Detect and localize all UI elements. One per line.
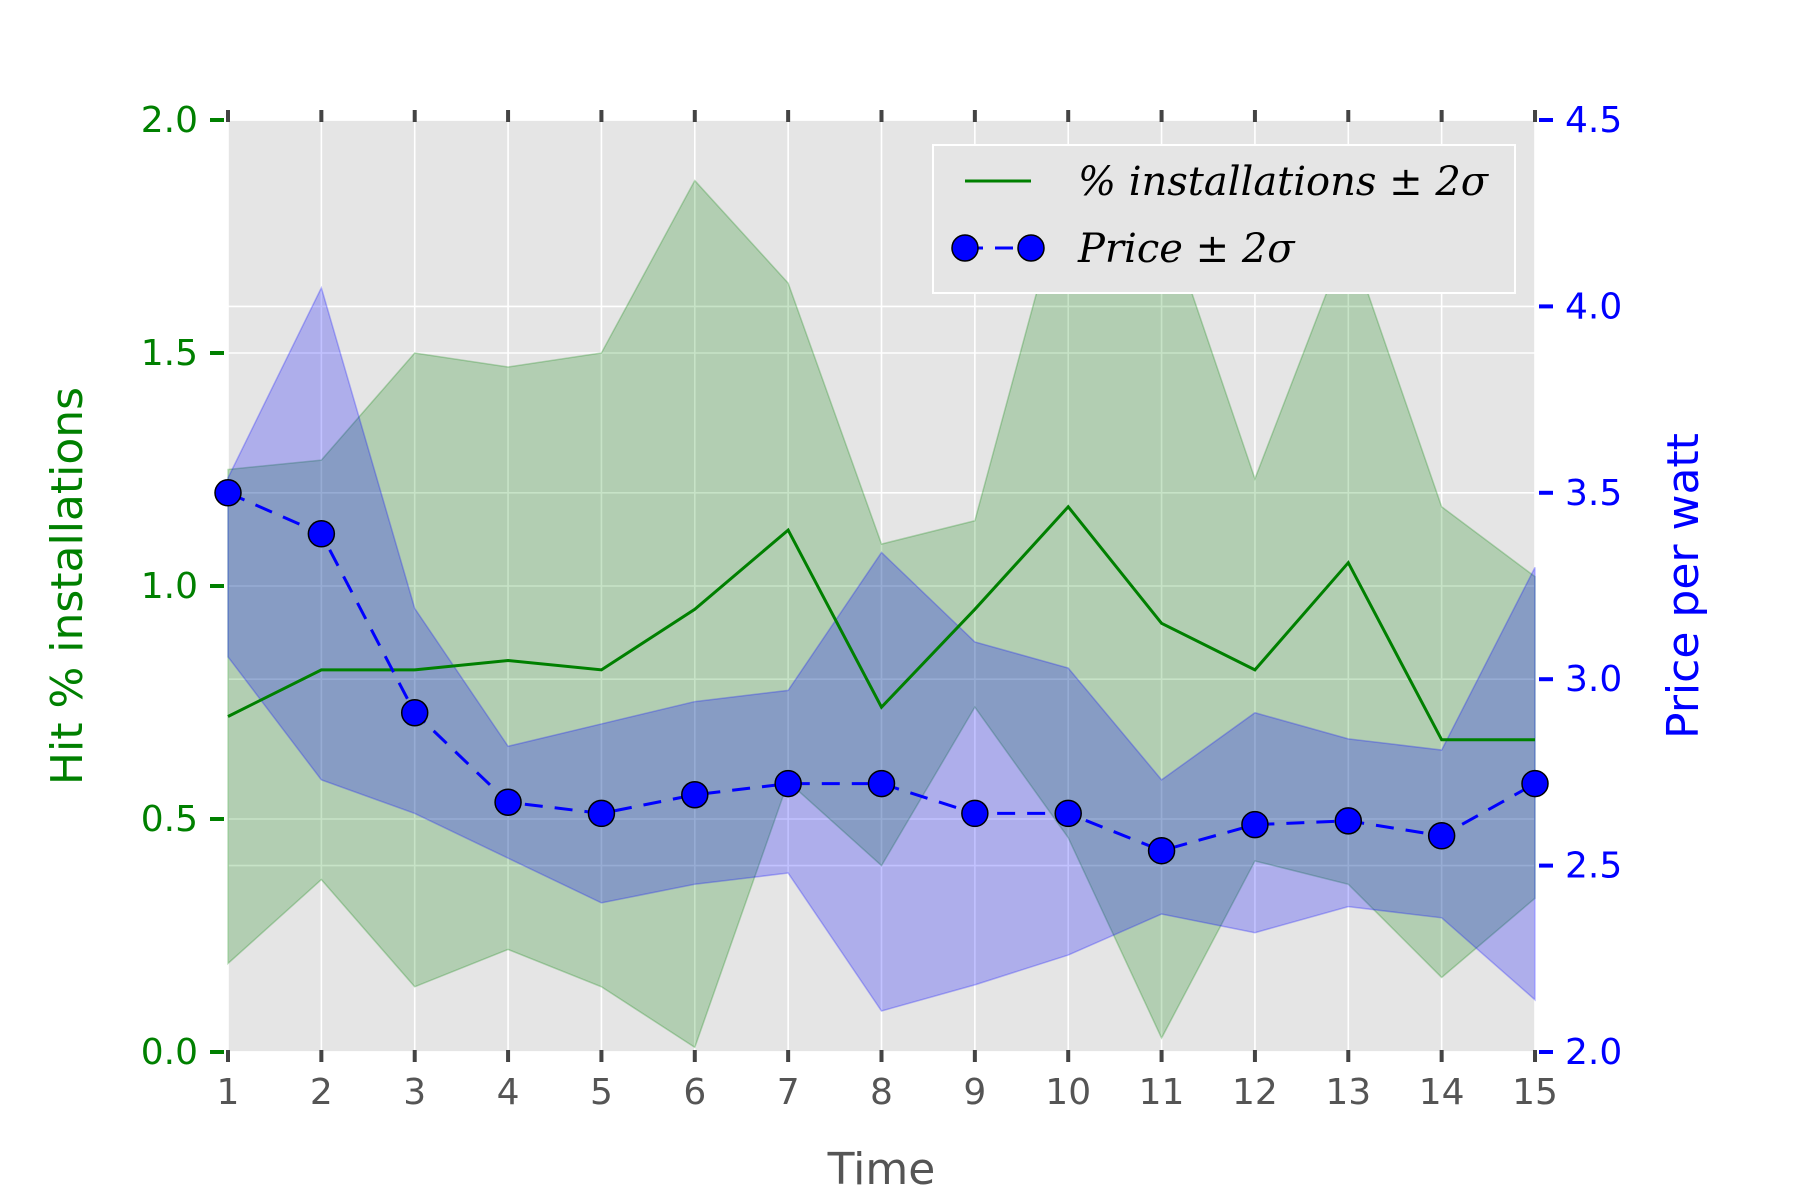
x-tick-label: 14 [1419, 1072, 1465, 1113]
price-marker [214, 479, 242, 507]
x-tick-label: 13 [1325, 1072, 1371, 1113]
axis-tick-labels: 1 2 3 4 5 6 7 8 9 10 11 12 13 14 150.00.51.01.52.02.02… [141, 100, 1623, 1113]
x-tick-label: 6 [683, 1072, 706, 1113]
legend-box [932, 144, 1516, 294]
right-y-tick-label: 3.0 [1565, 659, 1622, 700]
confidence-bands [227, 174, 1536, 1049]
price-marker [400, 699, 429, 727]
price-marker [867, 769, 896, 798]
left-y-tick-label: 0.5 [141, 799, 198, 840]
right-y-tick-label: 4.5 [1565, 100, 1622, 141]
right-y-tick-label: 2.5 [1565, 846, 1622, 887]
price-marker [961, 799, 989, 828]
price-marker [1521, 769, 1549, 798]
price-marker [1427, 822, 1456, 850]
price-marker [1334, 807, 1363, 835]
left-y-tick-label: 2.0 [141, 100, 198, 141]
left-y-axis-label: Hit % installations [42, 387, 93, 785]
legend: % installations ± 2σ Price ± 2σ [932, 144, 1516, 294]
left-y-tick-label: 1.0 [141, 566, 198, 607]
price-marker [494, 788, 522, 816]
price-marker [1054, 799, 1082, 828]
right-y-tick-label: 2.0 [1565, 1032, 1622, 1073]
price-marker [307, 520, 336, 548]
x-tick-label: 2 [310, 1072, 333, 1113]
x-tick-label: 12 [1232, 1072, 1278, 1113]
line-price [227, 491, 1536, 853]
price-marker [681, 781, 709, 809]
x-tick-label: 15 [1512, 1072, 1558, 1113]
x-tick-label: 1 [217, 1072, 240, 1113]
x-tick-label: 4 [497, 1072, 520, 1113]
legend-entry-installations: % installations ± 2σ [1078, 159, 1490, 205]
axis-ticks [210, 110, 1553, 1062]
left-y-tick-label: 0.0 [141, 1032, 198, 1073]
series-markers [214, 479, 1549, 865]
x-tick-label: 9 [963, 1072, 986, 1113]
x-tick-label: 3 [403, 1072, 426, 1113]
band-price [227, 285, 1536, 1012]
right-y-tick-label: 3.5 [1565, 473, 1622, 514]
x-tick-label: 10 [1045, 1072, 1091, 1113]
legend-entry-price: Price ± 2σ [1077, 226, 1296, 272]
right-y-axis-label: Price per watt [1658, 433, 1709, 739]
legend-marker-price [951, 234, 979, 262]
price-marker [1147, 836, 1176, 865]
series-lines [227, 491, 1536, 853]
price-marker [587, 799, 616, 828]
x-tick-label: 7 [777, 1072, 800, 1113]
left-y-tick-label: 1.5 [141, 333, 198, 374]
x-axis-label: Time [827, 1144, 936, 1195]
price-marker [1241, 810, 1269, 839]
x-tick-label: 8 [870, 1072, 893, 1113]
line-installations [227, 504, 1535, 742]
legend-marker-price [1017, 234, 1045, 262]
band-installations [227, 174, 1536, 1049]
x-tick-label: 11 [1139, 1072, 1185, 1113]
price-marker [774, 769, 802, 798]
right-y-tick-label: 4.0 [1565, 286, 1622, 327]
x-tick-label: 5 [590, 1072, 613, 1113]
